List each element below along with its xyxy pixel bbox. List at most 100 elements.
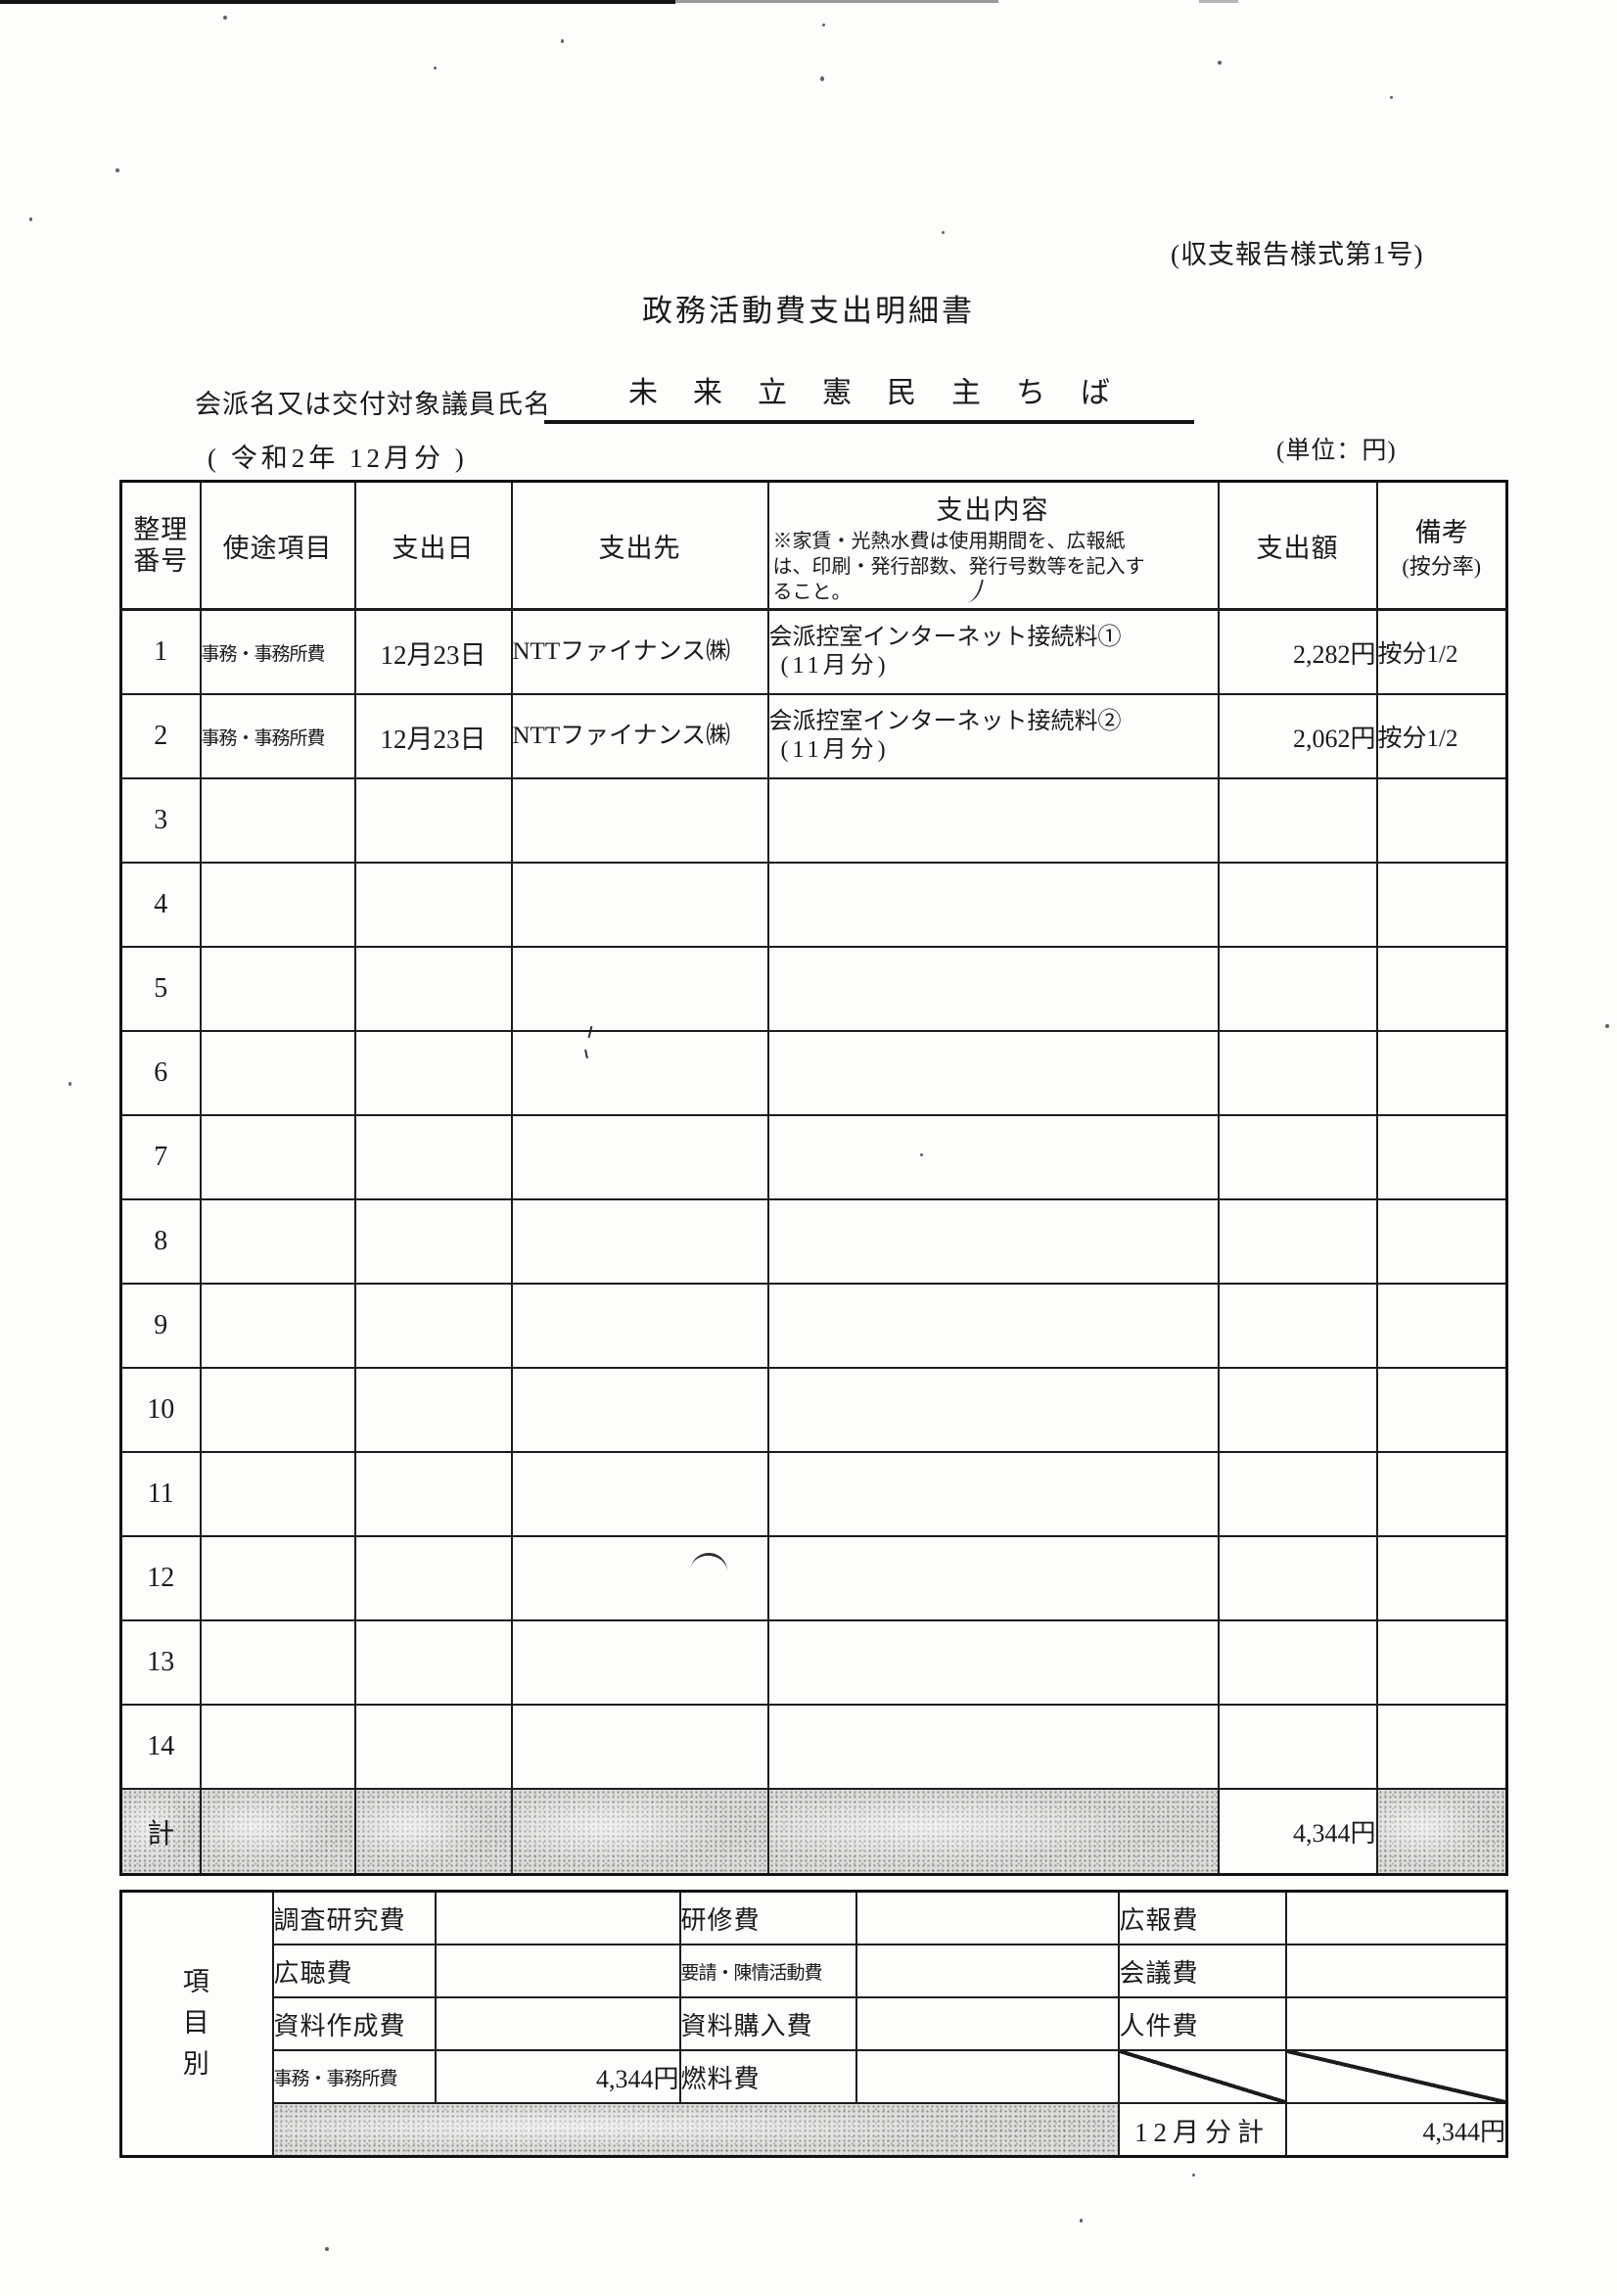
row-date — [353, 777, 513, 864]
faction-name-value: 未来立憲民主ちば — [544, 368, 1194, 424]
row-payee — [510, 1367, 769, 1453]
scan-speck — [942, 231, 945, 234]
expense-row: 14 — [119, 1704, 1508, 1790]
row-date — [353, 1030, 513, 1116]
expense-row: 5 — [119, 946, 1508, 1032]
breakdown-value-material-creation — [434, 1996, 681, 2051]
row-date: 12月23日 — [353, 693, 513, 779]
total-shaded-cell — [199, 1788, 356, 1876]
breakdown-label-material-creation: 資料作成費 — [271, 1996, 437, 2051]
row-content — [766, 1030, 1220, 1116]
header-content-title: 支出内容 — [936, 494, 1050, 525]
breakdown-value-fuel — [855, 2049, 1120, 2104]
breakdown-month-total-value: 4,344円 — [1284, 2102, 1508, 2158]
row-payee — [510, 1283, 769, 1369]
row-category — [199, 1535, 356, 1621]
row-amount — [1217, 1367, 1378, 1453]
main-table-body: 1 事務・事務所費 12月23日 NTTファイナンス㈱ 会派控室インターネット接… — [119, 608, 1508, 1876]
breakdown-row: 項 目 別 調査研究費 研修費 広報費 — [119, 1890, 1508, 2158]
row-amount — [1217, 1030, 1378, 1116]
row-category — [199, 1451, 356, 1537]
breakdown-label-training: 研修費 — [678, 1890, 857, 1945]
breakdown-label-personnel: 人件費 — [1117, 1996, 1287, 2051]
breakdown-value-publicity — [1284, 1890, 1508, 1945]
breakdown-value-research — [434, 1890, 681, 1945]
expense-row: 2 事務・事務所費 12月23日 NTTファイナンス㈱ 会派控室インターネット接… — [119, 693, 1508, 779]
breakdown-value-material-purchase — [855, 1996, 1120, 2051]
report-period: ( 令和2年 12月分 ) — [208, 444, 468, 473]
row-category: 事務・事務所費 — [199, 608, 356, 695]
row-amount — [1217, 1535, 1378, 1621]
row-payee — [510, 946, 769, 1032]
row-remarks — [1375, 946, 1508, 1032]
expense-row: 4 — [119, 862, 1508, 948]
header-content: 支出内容 ※家賃・光熱水費は使用期間を、広報紙は、印刷・発行部数、発行号数等を記… — [766, 480, 1220, 611]
breakdown-label-fuel: 燃料費 — [678, 2049, 857, 2104]
breakdown-label-material-purchase: 資料購入費 — [678, 1996, 857, 2051]
scan-speck — [822, 23, 825, 26]
row-category — [199, 777, 356, 864]
expense-row: 3 — [119, 777, 1508, 864]
total-shaded-cell — [766, 1788, 1220, 1876]
row-content — [766, 1283, 1220, 1369]
header-category: 使途項目 — [199, 480, 356, 611]
breakdown-label-research: 調査研究費 — [271, 1890, 437, 1945]
row-content — [766, 1198, 1220, 1285]
row-content-period: (11月分) — [780, 653, 890, 679]
breakdown-value-office: 4,344円 — [434, 2049, 681, 2104]
row-remarks: 按分1/2 — [1375, 608, 1508, 695]
expense-row: 6 — [119, 1030, 1508, 1116]
row-amount — [1217, 1114, 1378, 1200]
breakdown-row: 資料作成費 資料購入費 人件費 — [121, 1996, 1508, 2051]
row-content-description: 会派控室インターネット接続料② — [768, 709, 1122, 735]
row-category — [199, 862, 356, 948]
row-date — [353, 1619, 513, 1706]
expense-row: 13 — [119, 1619, 1508, 1706]
scan-speck — [223, 16, 227, 20]
row-date — [353, 1704, 513, 1790]
row-amount — [1217, 1704, 1378, 1790]
unit-note: (単位：円) — [1276, 438, 1397, 464]
row-date — [353, 1367, 513, 1453]
total-shaded-cell — [353, 1788, 513, 1876]
row-date — [353, 1198, 513, 1285]
breakdown-struck-cell — [1284, 2049, 1508, 2104]
row-remarks — [1375, 862, 1508, 948]
header-content-note: ※家賃・光熱水費は使用期間を、広報紙は、印刷・発行部数、発行号数等を記入すること… — [772, 530, 1145, 603]
row-serial-number: 1 — [119, 608, 202, 695]
row-content — [766, 862, 1220, 948]
row-category — [199, 1198, 356, 1285]
breakdown-side-label: 項 目 別 — [119, 1890, 274, 2158]
scan-speck — [1080, 2219, 1083, 2223]
expense-row: 7 — [119, 1114, 1508, 1200]
row-category: 事務・事務所費 — [199, 693, 356, 779]
row-serial-number: 6 — [119, 1030, 202, 1116]
scan-speck — [116, 168, 119, 172]
row-amount — [1217, 862, 1378, 948]
scan-speck — [325, 2247, 329, 2251]
breakdown-label-office: 事務・事務所費 — [271, 2049, 437, 2104]
row-payee — [510, 1030, 769, 1116]
breakdown-shaded-band — [271, 2102, 1120, 2158]
total-shaded-cell — [510, 1788, 769, 1876]
scan-speck — [561, 39, 564, 43]
scan-edge-artifact — [1199, 0, 1238, 3]
row-serial-number: 5 — [119, 946, 202, 1032]
scan-edge-artifact — [0, 0, 675, 4]
category-breakdown-table: 項 目 別 調査研究費 研修費 広報費 広聴費 要請・陳情活動費 会議費 資料作… — [119, 1890, 1508, 2158]
row-content — [766, 1114, 1220, 1200]
row-content — [766, 1535, 1220, 1621]
row-remarks — [1375, 1198, 1508, 1285]
row-serial-number: 9 — [119, 1283, 202, 1369]
row-remarks — [1375, 1704, 1508, 1790]
row-payee — [510, 862, 769, 948]
header-remarks-sub: (按分率) — [1402, 553, 1482, 579]
row-payee — [510, 1114, 769, 1200]
row-content: 会派控室インターネット接続料① (11月分) — [766, 608, 1220, 695]
row-category — [199, 1114, 356, 1200]
row-category — [199, 1704, 356, 1790]
row-date — [353, 1114, 513, 1200]
row-date — [353, 1535, 513, 1621]
page-title: 政務活動費支出明細書 — [642, 294, 975, 328]
row-payee — [510, 1619, 769, 1706]
